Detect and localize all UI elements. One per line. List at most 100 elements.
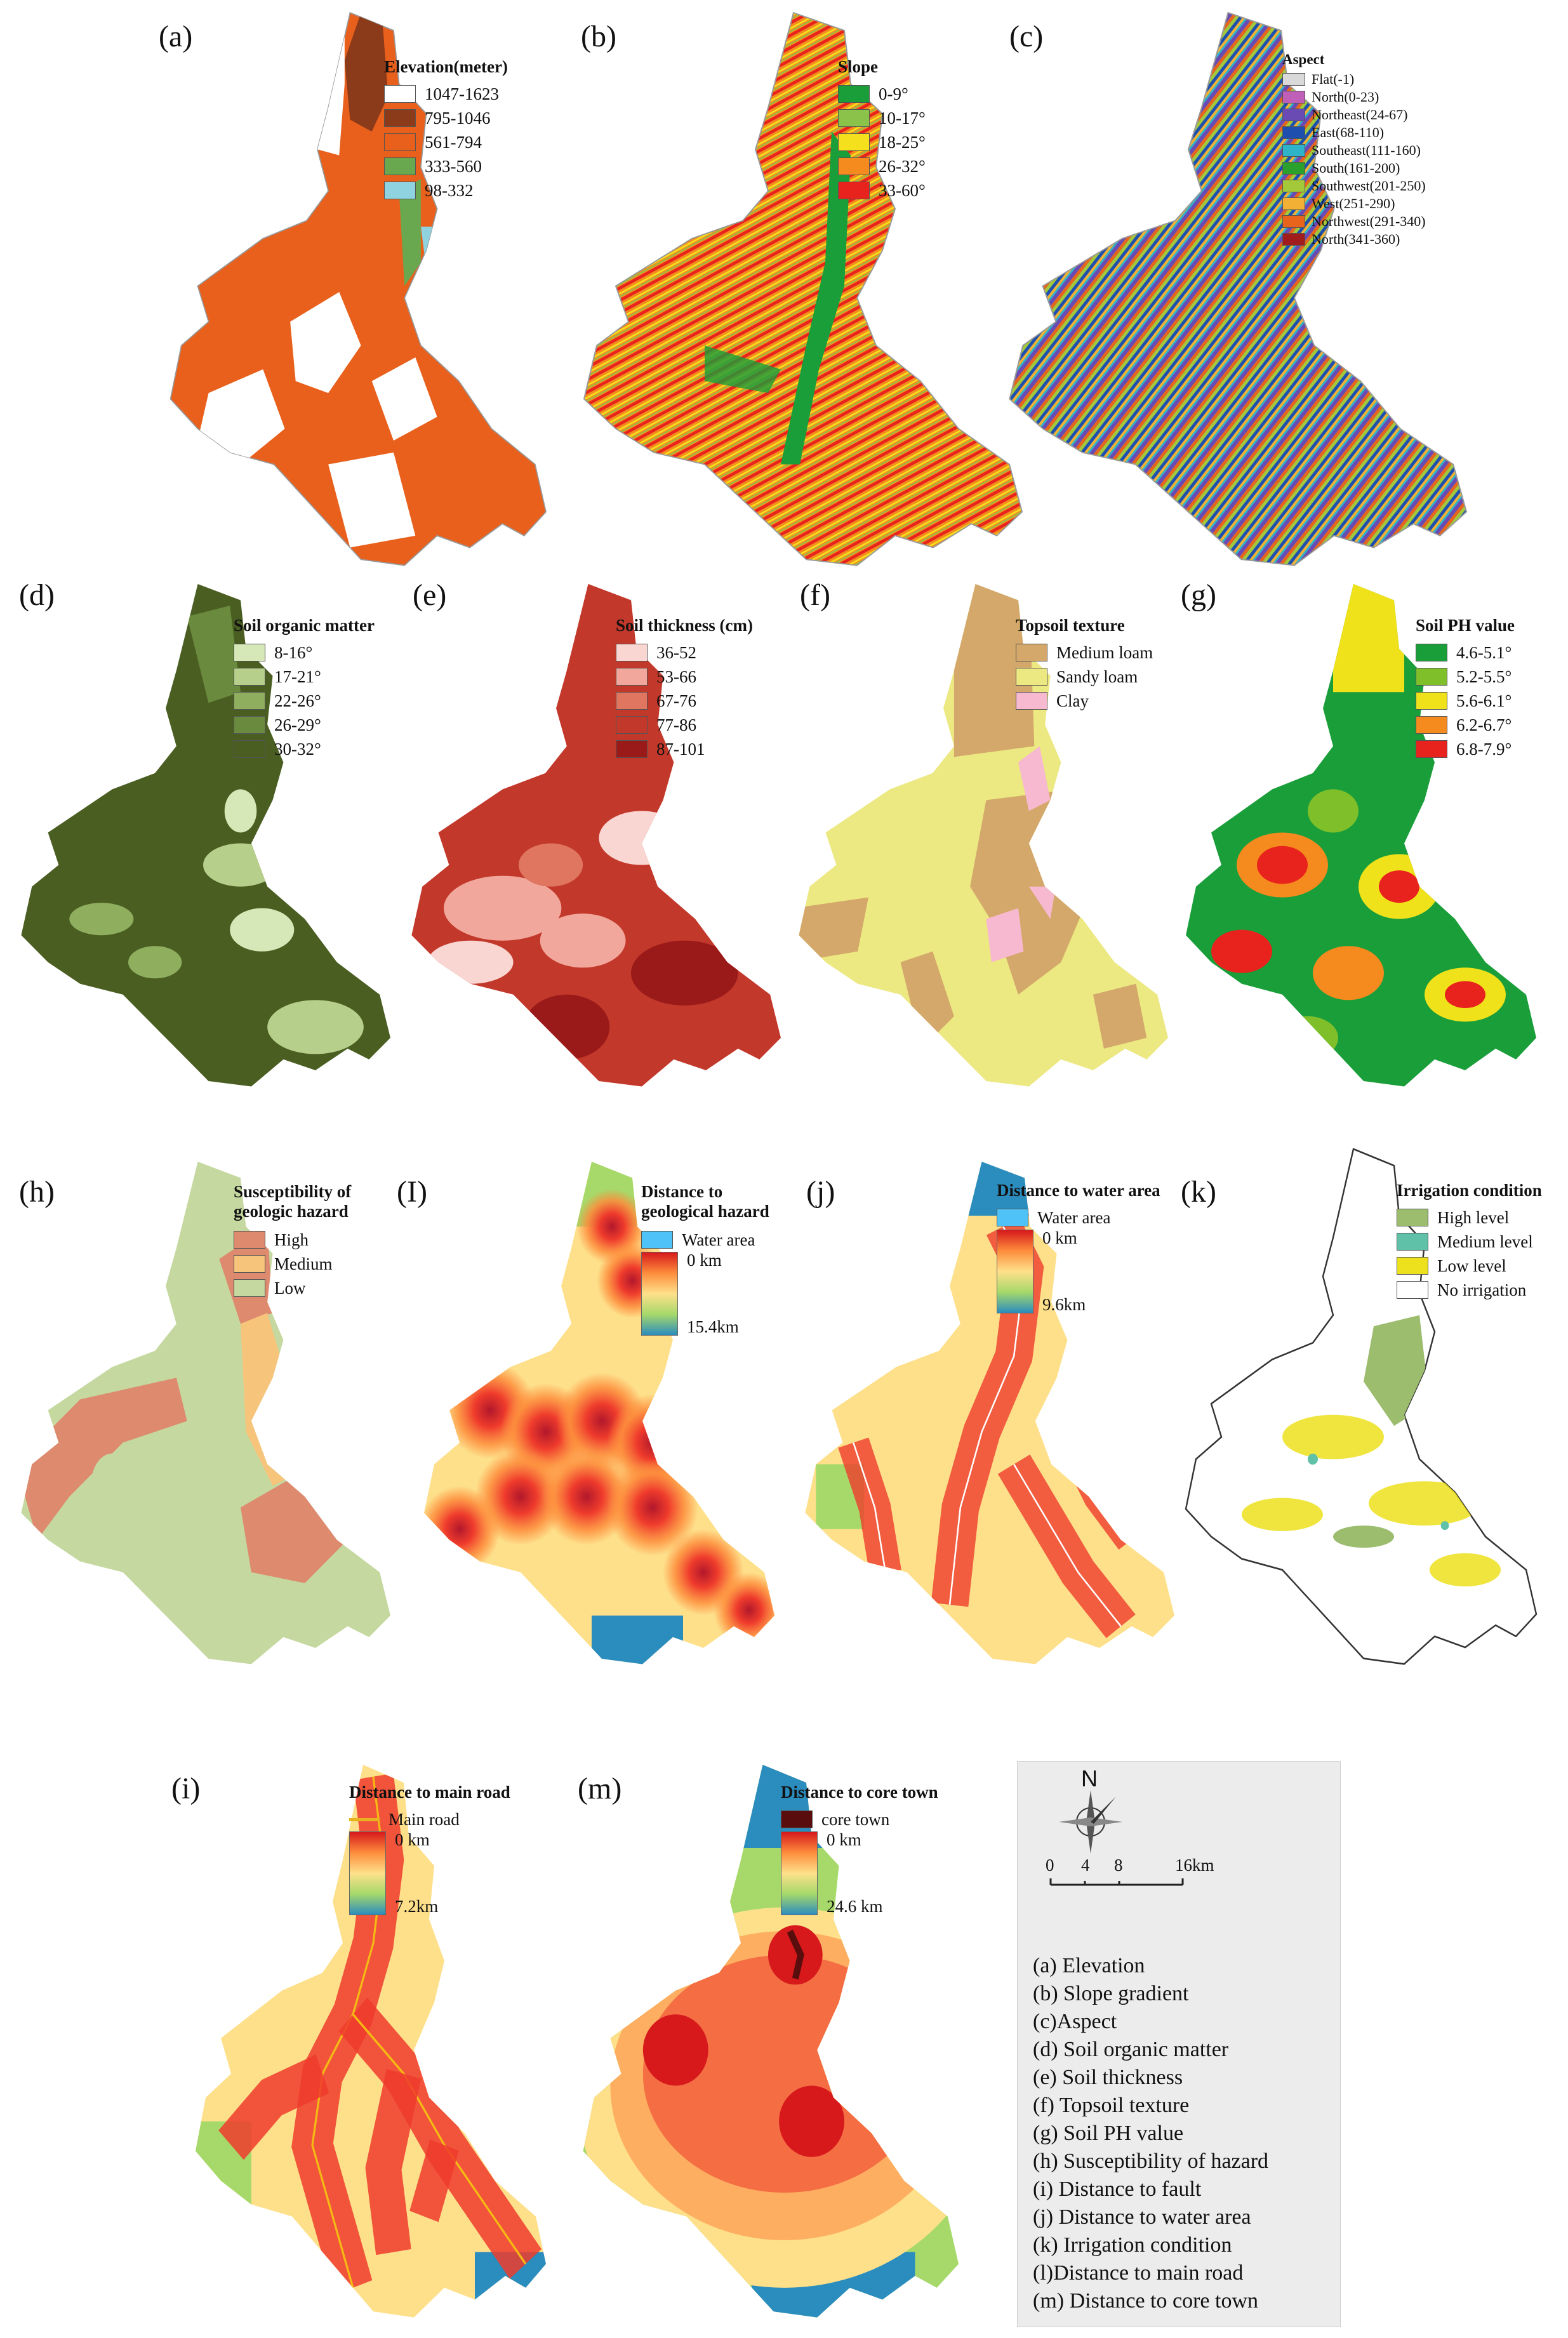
- legend-item: No irrigation: [1397, 1278, 1542, 1302]
- legend-swatch: [1282, 180, 1305, 192]
- legend-label: Flat(-1): [1312, 71, 1355, 87]
- legend-item: Flat(-1): [1282, 70, 1426, 88]
- legend-label: High: [274, 1230, 309, 1249]
- legend-label: 5.6-6.1°: [1456, 691, 1512, 710]
- legend-item: 26-32°: [838, 154, 926, 178]
- legend-label: 30-32°: [274, 739, 321, 759]
- panel-letter: (e): [413, 578, 447, 612]
- panel-b-slope: (b) Slope 0-9° 10-17° 18-25° 26-32° 33-6…: [521, 0, 1041, 571]
- key-entry: (c)Aspect: [1033, 2010, 1117, 2033]
- legend-item: West(251-290): [1282, 195, 1426, 213]
- legend-label: 1047-1623: [425, 84, 499, 103]
- gradient-bottom-label: 9.6km: [1042, 1295, 1086, 1314]
- legend-label: 6.8-7.9°: [1456, 739, 1512, 759]
- legend-label: 26-32°: [879, 156, 926, 176]
- legend-label: Water area: [1037, 1207, 1111, 1227]
- legend-item: 30-32°: [234, 737, 375, 761]
- legend-item: Southwest(201-250): [1282, 177, 1426, 195]
- legend-item: 795-1046: [384, 106, 508, 130]
- legend-item: Medium: [234, 1252, 386, 1276]
- key-entry: (l)Distance to main road: [1033, 2261, 1244, 2285]
- panel-j-distance-water: (j) Distance to water area Water area 0 …: [787, 1130, 1181, 1676]
- legend-label: East(68-110): [1312, 124, 1385, 140]
- legend-label: Sandy loam: [1056, 667, 1138, 686]
- soil-ph-map: [1186, 584, 1536, 1087]
- panel-h-geologic-hazard: (h) Susceptibility of geologic hazard Hi…: [0, 1130, 394, 1676]
- legend-label: Medium level: [1437, 1232, 1533, 1251]
- legend-title: Susceptibility of geologic hazard: [234, 1182, 352, 1221]
- geologic-hazard-map: [21, 1162, 390, 1664]
- legend-label: Southeast(111-160): [1312, 142, 1421, 158]
- legend-label: 5.2-5.5°: [1456, 667, 1512, 686]
- panel-k-irrigation: (k) Irrigation condition High level Medi…: [1181, 1130, 1568, 1676]
- legend-label: 26-29°: [274, 715, 321, 734]
- legend-swatch: [1016, 668, 1047, 686]
- legend-swatch: [1282, 73, 1305, 86]
- legend-label: 6.2-6.7°: [1456, 715, 1512, 734]
- legend-item: 87-101: [616, 737, 753, 761]
- legend-swatch: [1416, 740, 1447, 758]
- legend-swatch: [1016, 692, 1047, 710]
- panel-e-soil-thickness: (e) Soil thickness (cm) 36-52 53-66 67-7…: [394, 571, 787, 1105]
- soil-thickness-map: [411, 584, 781, 1087]
- legend-swatch: [384, 109, 416, 127]
- legend-item: 22-26°: [234, 689, 375, 713]
- legend: Distance to water area Water area 0 km 9.…: [997, 1182, 1160, 1313]
- scale-tick-8: 8: [1114, 1856, 1123, 1875]
- legend-item: 77-86: [616, 713, 753, 737]
- water-area-swatch: [997, 1209, 1028, 1226]
- panel-I-distance-geological-hazard: (I) Distance to geological hazard Water …: [394, 1130, 787, 1676]
- gradient-top-label: 0 km: [687, 1251, 722, 1270]
- legend-label: South(161-200): [1312, 160, 1400, 176]
- distance-geological-hazard-map: [424, 1162, 774, 1664]
- legend-swatch: [234, 716, 265, 734]
- legend-item: 5.6-6.1°: [1416, 689, 1515, 713]
- legend-label: 561-794: [425, 132, 482, 152]
- scale-bar: [1049, 1878, 1184, 1886]
- legend-swatch: [1416, 644, 1447, 661]
- legend-title: Topsoil texture: [1016, 616, 1125, 635]
- legend-swatch: [616, 716, 648, 734]
- gradient-bar: [349, 1831, 386, 1915]
- legend-item: 561-794: [384, 130, 508, 154]
- legend-label: 22-26°: [274, 691, 321, 710]
- legend-item: 36-52: [616, 641, 753, 665]
- gradient-legend: 0 km 15.4km: [641, 1252, 774, 1336]
- water-area-swatch: [641, 1231, 673, 1249]
- irrigation-map: [1185, 1148, 1538, 1665]
- legend-item: South(161-200): [1282, 159, 1426, 177]
- gradient-bottom-label: 24.6 km: [827, 1897, 883, 1916]
- panel-a-elevation: (a) Elevation(meter) 1047-1623 795-1046 …: [0, 0, 547, 571]
- legend-swatch: [234, 1255, 265, 1273]
- legend-swatch: [838, 109, 870, 127]
- legend-swatch: [838, 182, 870, 199]
- panel-letter: (g): [1181, 578, 1216, 612]
- north-label: N: [1081, 1765, 1098, 1791]
- scale-tick-0: 0: [1046, 1856, 1054, 1875]
- legend-label: Water area: [682, 1230, 755, 1249]
- legend-title: Soil PH value: [1416, 616, 1515, 635]
- key-list: (a) Elevation (b) Slope gradient (c)Aspe…: [1033, 1952, 1268, 2315]
- gradient-legend: 0 km 7.2km: [349, 1831, 510, 1915]
- legend-label: 67-76: [656, 691, 696, 710]
- key-entry: (b) Slope gradient: [1033, 1982, 1189, 2005]
- legend-item: 33-60°: [838, 178, 926, 203]
- panel-letter: (a): [159, 20, 193, 53]
- legend-item: 0-9°: [838, 82, 926, 106]
- main-road-line-icon: [349, 1817, 380, 1821]
- panel-letter: (I): [397, 1175, 427, 1209]
- distance-water-map: [805, 1162, 1174, 1664]
- legend-item: 67-76: [616, 689, 753, 713]
- soil-organic-matter-map: [21, 584, 390, 1087]
- legend-item: 8-16°: [234, 641, 375, 665]
- legend-item: East(68-110): [1282, 124, 1426, 142]
- legend: Distance to main road Main road 0 km 7.2k…: [349, 1784, 510, 1915]
- legend-label: 10-17°: [879, 108, 926, 128]
- legend-item: Southeast(111-160): [1282, 142, 1426, 159]
- legend-swatch: [838, 85, 870, 103]
- legend-label: 17-21°: [274, 667, 321, 686]
- legend-label: Main road: [389, 1809, 460, 1829]
- legend: Distance to core town core town 0 km 24.6…: [781, 1784, 938, 1915]
- legend-item: core town: [781, 1807, 938, 1831]
- legend: Soil PH value 4.6-5.1° 5.2-5.5° 5.6-6.1°…: [1416, 617, 1515, 761]
